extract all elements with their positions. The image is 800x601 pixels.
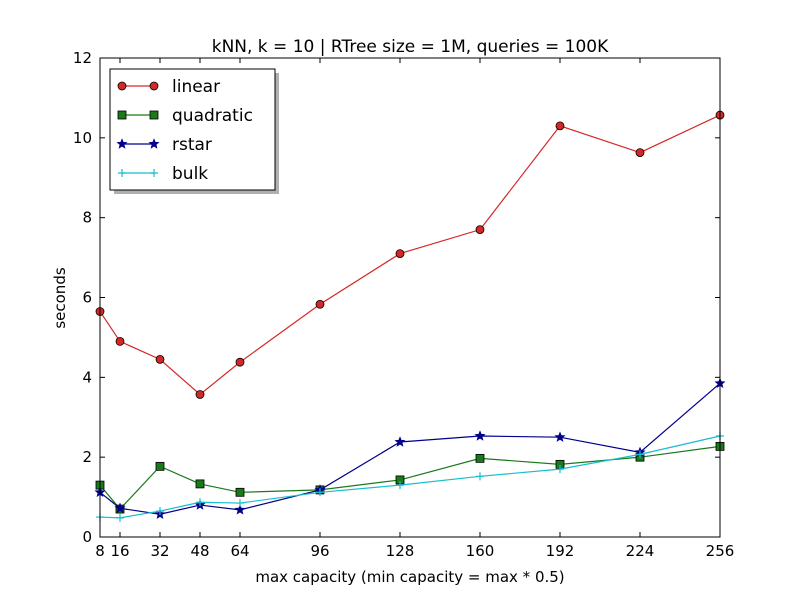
legend-marker — [148, 138, 160, 149]
data-point-rstar — [394, 436, 406, 447]
data-point-bulk — [116, 513, 124, 522]
data-point-quadratic — [235, 487, 245, 497]
legend-marker — [118, 169, 126, 177]
y-tick-label: 2 — [82, 448, 92, 466]
data-point-bulk — [396, 481, 404, 490]
legend: linear quadratic rstar bulk — [109, 68, 279, 194]
legend-label: rstar — [172, 135, 212, 155]
data-point-linear — [155, 354, 165, 364]
x-tick-label: 96 — [310, 542, 329, 560]
legend-item-rstar: rstar — [116, 135, 212, 155]
y-axis-label: seconds — [51, 267, 69, 328]
legend-marker — [117, 110, 127, 120]
data-point-quadratic — [155, 461, 165, 471]
data-point-linear — [395, 249, 405, 258]
legend-label: linear — [172, 77, 220, 97]
x-tick-label: 48 — [190, 542, 209, 560]
data-point-bulk — [556, 465, 564, 474]
data-point-bulk — [316, 488, 324, 497]
y-tick-label: 0 — [82, 528, 92, 546]
x-tick-label: 224 — [626, 542, 655, 560]
data-point-rstar — [554, 431, 566, 442]
legend-item-linear: linear — [117, 77, 220, 97]
legend-marker — [149, 81, 159, 91]
data-point-bulk — [636, 450, 644, 459]
y-tick-label: 8 — [82, 209, 92, 227]
legend-item-bulk: bulk — [118, 164, 208, 184]
data-point-linear — [235, 357, 245, 367]
data-point-rstar — [114, 502, 126, 513]
data-point-bulk — [196, 498, 204, 507]
legend-box — [109, 68, 276, 191]
data-point-bulk — [236, 499, 244, 508]
data-point-bulk — [156, 507, 164, 516]
x-tick-label: 32 — [150, 542, 169, 560]
y-tick-label: 10 — [73, 129, 92, 147]
data-point-linear — [635, 148, 645, 158]
legend-marker — [117, 81, 127, 91]
x-axis-label: max capacity (min capacity = max * 0.5) — [255, 568, 564, 586]
chart-title: kNN, k = 10 | RTree size = 1M, queries =… — [212, 37, 609, 57]
data-point-quadratic — [475, 453, 485, 463]
data-point-bulk — [476, 472, 484, 481]
data-point-rstar — [474, 430, 486, 441]
x-tick-label: 192 — [546, 542, 575, 560]
y-tick-label: 6 — [82, 289, 92, 307]
data-point-rstar — [234, 504, 246, 515]
x-tick-label: 64 — [230, 542, 249, 560]
data-point-linear — [115, 337, 125, 346]
data-point-linear — [315, 299, 325, 309]
series-linear — [95, 110, 725, 399]
legend-marker — [150, 169, 158, 177]
x-tick-label: 128 — [386, 542, 415, 560]
y-tick-label: 4 — [82, 368, 92, 386]
x-tick-label: 160 — [466, 542, 495, 560]
legend-item-quadratic: quadratic — [117, 106, 253, 126]
data-point-linear — [555, 121, 565, 131]
y-tick-label: 12 — [73, 49, 92, 67]
legend-marker — [116, 138, 128, 149]
legend-label: quadratic — [172, 106, 253, 126]
legend-marker — [149, 110, 159, 120]
x-tick-label: 16 — [110, 542, 129, 560]
legend-label: bulk — [172, 164, 208, 184]
data-point-linear — [195, 390, 205, 399]
data-point-quadratic — [195, 479, 205, 489]
data-point-linear — [475, 225, 485, 235]
x-tick-label: 8 — [95, 542, 105, 560]
x-tick-label: 256 — [706, 542, 735, 560]
